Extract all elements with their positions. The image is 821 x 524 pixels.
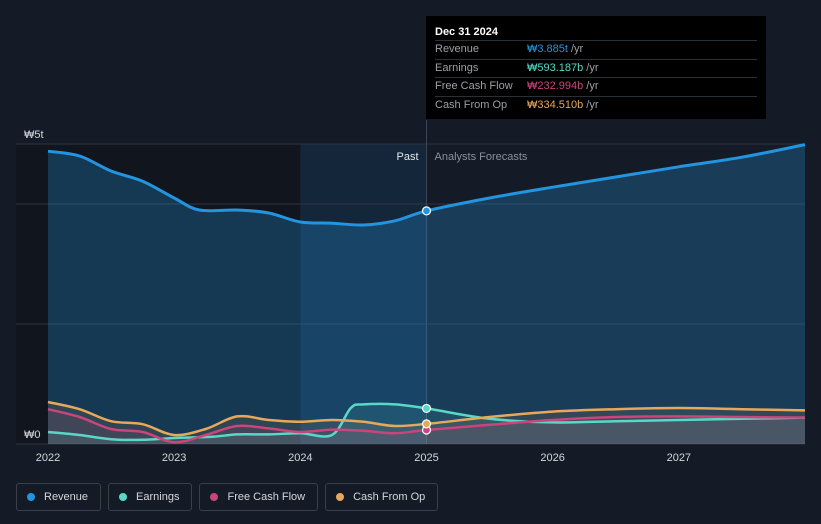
value-markers <box>421 206 432 435</box>
tooltip-date: Dec 31 2024 <box>435 26 498 38</box>
tooltip-row-cfo: Cash From Op ₩334.510b /yr <box>435 95 757 115</box>
series-line-cfo <box>47 400 806 437</box>
tooltip-unit: /yr <box>570 43 584 55</box>
tooltip-row-revenue: Revenue ₩3.885t /yr <box>435 40 757 59</box>
chart-legend: Revenue Earnings Free Cash Flow Cash Fro… <box>16 483 439 511</box>
legend-label: Revenue <box>44 491 89 503</box>
tooltip-value: ₩232.994b <box>527 80 584 92</box>
y-tick-label: ₩5t <box>24 129 44 141</box>
legend-item-free-cash-flow[interactable]: Free Cash Flow <box>199 483 319 511</box>
legend-dot-icon <box>210 493 219 501</box>
tooltip-label: Free Cash Flow <box>435 80 513 92</box>
series-line-fcf <box>47 407 806 444</box>
tooltip-label: Revenue <box>435 43 480 55</box>
legend-label: Cash From Op <box>353 491 426 503</box>
legend-label: Earnings <box>136 491 180 503</box>
tooltip-panel: Dec 31 2024 Revenue ₩3.885t /yr Earnings… <box>426 16 766 119</box>
legend-dot-icon <box>27 493 35 501</box>
x-tick-label: 2023 <box>162 452 186 464</box>
legend-item-earnings[interactable]: Earnings <box>108 483 193 511</box>
x-tick-label: 2022 <box>36 452 60 464</box>
tooltip-unit: /yr <box>586 98 599 111</box>
series-area-revenue <box>48 144 805 444</box>
tooltip-label: Cash From Op <box>435 98 508 111</box>
gridlines <box>16 120 805 445</box>
past-label: Past <box>396 151 418 163</box>
x-tick-label: 2025 <box>414 452 438 464</box>
legend-dot-icon <box>336 493 345 501</box>
marker-revenue <box>421 206 432 216</box>
axis-labels: ₩5t ₩0 2022 2023 2024 2025 2026 2027 Past Analyst… <box>24 129 691 464</box>
x-tick-label: 2027 <box>667 452 691 464</box>
legend-label: Free Cash Flow <box>227 491 306 503</box>
legend-item-cash-from-op[interactable]: Cash From Op <box>325 483 439 511</box>
series-lines <box>47 143 806 444</box>
tooltip-unit: /yr <box>586 61 599 74</box>
marker-cfo <box>421 419 432 429</box>
legend-item-revenue[interactable]: Revenue <box>16 483 102 511</box>
marker-earnings <box>421 403 432 414</box>
tooltip-row-earnings: Earnings ₩593.187b /yr <box>435 58 757 78</box>
forecast-label: Analysts Forecasts <box>435 151 528 163</box>
plot-background <box>16 144 427 444</box>
x-tick-label: 2026 <box>540 452 564 464</box>
series-line-revenue <box>47 143 806 227</box>
tooltip-value: ₩334.510b <box>527 98 584 111</box>
tooltip-row-fcf: Free Cash Flow ₩232.994b /yr <box>435 77 757 96</box>
tooltip-label: Earnings <box>435 61 479 74</box>
highlight-band <box>300 144 427 444</box>
series-line-earnings <box>47 402 806 442</box>
tooltip-value: ₩3.885t <box>527 43 568 55</box>
tooltip-value: ₩593.187b <box>527 61 584 74</box>
legend-dot-icon <box>119 493 128 501</box>
y-tick-label: ₩0 <box>24 429 41 441</box>
x-tick-label: 2024 <box>288 452 312 464</box>
tooltip-unit: /yr <box>586 80 599 92</box>
